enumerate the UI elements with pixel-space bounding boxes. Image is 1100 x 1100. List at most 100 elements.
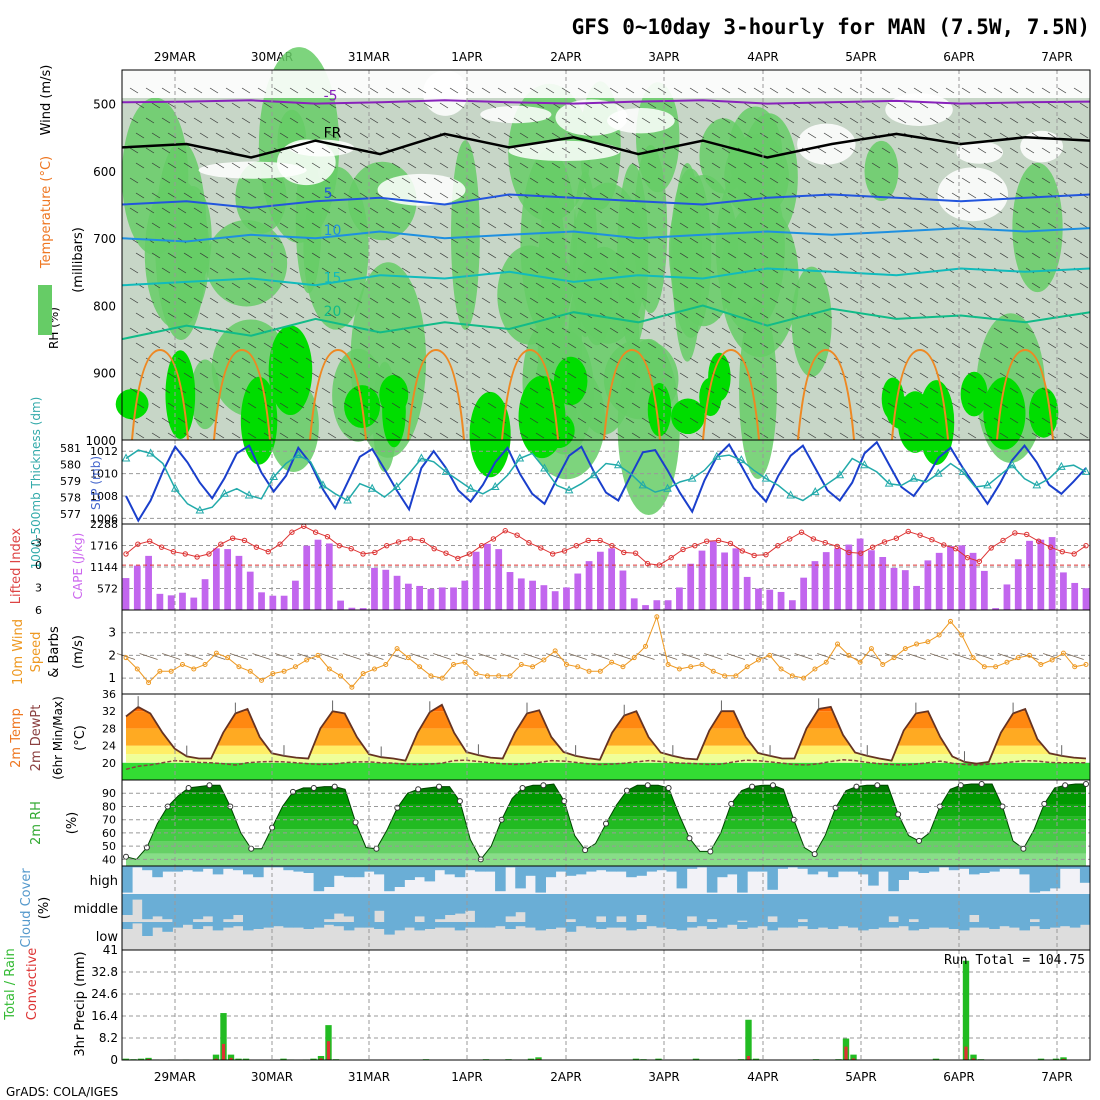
wind-barb — [193, 147, 203, 154]
cloud-cover-bar — [575, 922, 587, 927]
cloud-cover-bar — [918, 922, 930, 929]
cape-bar — [280, 595, 288, 610]
wind-speed-point — [507, 673, 513, 679]
wind-barb — [327, 402, 337, 409]
wind-barb — [801, 417, 811, 424]
wind-barb — [145, 117, 155, 124]
wind-barb — [775, 432, 785, 439]
cape-bar — [845, 544, 853, 610]
wind-barb — [369, 177, 379, 184]
wind-barb — [919, 102, 929, 109]
wind-barb — [391, 282, 401, 289]
wind-barb — [263, 102, 273, 109]
wind-speed-point — [405, 655, 411, 661]
wind-barb — [769, 297, 779, 304]
wind-barb — [359, 162, 369, 169]
wind-barb — [833, 237, 843, 244]
wind-barb — [993, 87, 1003, 94]
lifted-index-point — [644, 560, 651, 567]
wind-barb — [919, 342, 929, 349]
wind-barb — [1073, 87, 1083, 94]
wind-barb — [1047, 132, 1057, 139]
cloud-cover-bar — [404, 894, 415, 922]
wind-speed-point — [157, 668, 163, 674]
wind-barb — [721, 87, 731, 94]
wind-speed-point — [959, 632, 965, 638]
wind-barb — [1079, 402, 1089, 409]
wind-barb — [753, 387, 763, 394]
wind-barb — [401, 87, 411, 94]
wind-barb — [305, 297, 315, 304]
precip-total-bar — [535, 1057, 542, 1060]
wind-barb — [657, 117, 667, 124]
cloud-cover-bar — [142, 866, 153, 871]
cloud-cover-bar — [989, 894, 1000, 922]
wind-barb — [673, 147, 683, 154]
wind-barb — [151, 402, 161, 409]
cape-bar — [653, 600, 661, 610]
wind-barb — [1009, 147, 1019, 154]
wind-barb — [593, 117, 603, 124]
cloud-cover-bar — [918, 894, 930, 922]
cloud-cover-bar — [575, 894, 587, 922]
wind-barb — [817, 297, 827, 304]
wind-barb — [689, 87, 699, 94]
temp-axis-label: 2m Temp — [9, 708, 24, 768]
wind-barb — [769, 357, 779, 364]
wind-barb — [449, 177, 459, 184]
cloud-level-label: low — [96, 930, 119, 945]
cloud-cover-bar — [848, 922, 859, 928]
wind-barb — [625, 387, 635, 394]
wind-barb — [577, 357, 587, 364]
wind-barb — [161, 417, 171, 424]
wind-barb — [193, 267, 203, 274]
wind-barb — [289, 267, 299, 274]
wind-barb — [705, 87, 715, 94]
wind-barb — [433, 387, 443, 394]
wind-barb — [609, 417, 619, 424]
date-label-bottom: 5APR — [845, 1070, 876, 1084]
wind-barb — [289, 87, 299, 94]
rh-point — [352, 819, 359, 826]
wind-barb — [577, 147, 587, 154]
thickness-point — [466, 483, 475, 492]
wind-barb — [935, 132, 945, 139]
wind-barb — [183, 102, 193, 109]
wind-barb — [599, 402, 609, 409]
wind-barb — [823, 372, 833, 379]
wind-barb — [231, 402, 241, 409]
wind-barb — [743, 312, 753, 319]
wind-barb — [279, 432, 289, 439]
wind-barb — [839, 402, 849, 409]
temperature-contour — [121, 267, 1091, 287]
wind-barb — [711, 162, 721, 169]
wind-barb — [274, 653, 294, 660]
cape-bar — [416, 585, 424, 610]
wind-barb — [209, 117, 219, 124]
wind-barb — [407, 192, 417, 199]
wind-barb — [401, 387, 411, 394]
wind-barb — [625, 87, 635, 94]
wind-barb — [663, 342, 673, 349]
wind-barb — [695, 252, 705, 259]
wind-barb — [529, 207, 539, 214]
temp-series-line — [125, 703, 1087, 765]
wind-barb — [647, 252, 657, 259]
wind-barb — [513, 87, 523, 94]
lifted-index-point — [964, 554, 971, 561]
wind-barb — [455, 282, 465, 289]
cloud-cover-bar — [343, 922, 355, 931]
wind-barb — [439, 102, 449, 109]
wind-barb — [145, 177, 155, 184]
wind-barb — [727, 342, 737, 349]
cape-bar — [596, 551, 604, 610]
wind-barb — [657, 297, 667, 304]
temp-tick-label: 20 — [102, 757, 116, 770]
wind-barb — [897, 327, 907, 334]
wind-barb — [305, 177, 315, 184]
cloud-cover-bar — [696, 922, 708, 927]
wind-barb — [161, 297, 171, 304]
wind-barb — [279, 252, 289, 259]
rh-dry-region — [555, 99, 628, 136]
lifted-tick-label: 6 — [35, 604, 42, 617]
